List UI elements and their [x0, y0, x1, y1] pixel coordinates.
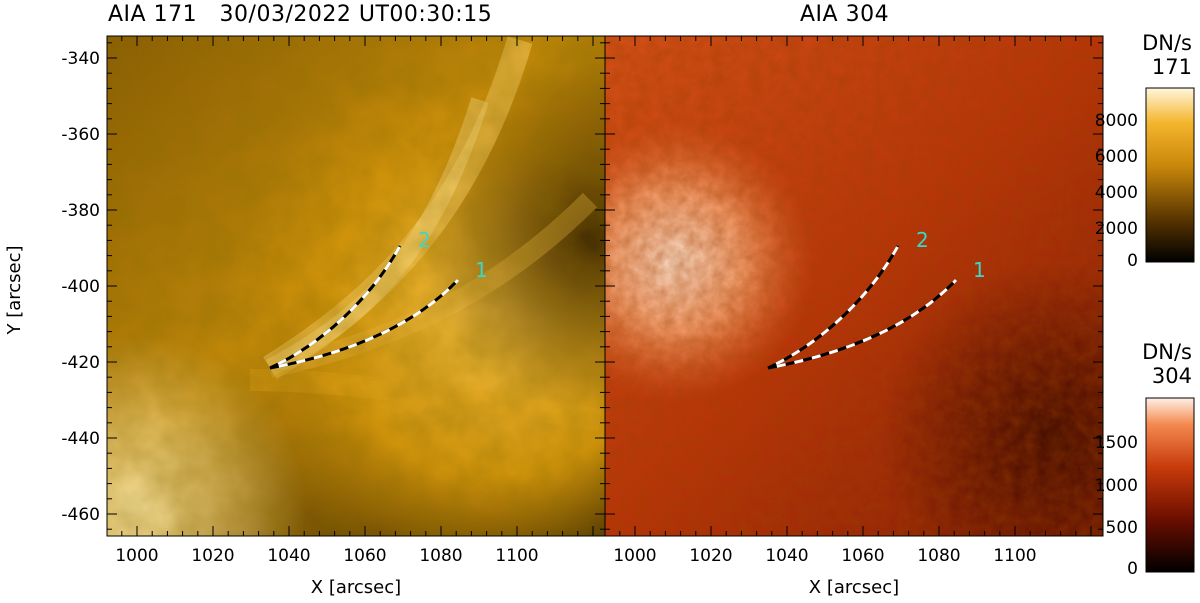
colorbar-304-tick: 500 [1106, 518, 1138, 538]
x-tick-label: 1020 [191, 546, 234, 566]
y-tick-label: -460 [61, 505, 100, 525]
colorbar-171-unit: DN/s [1142, 31, 1192, 55]
y-tick-label: -360 [61, 125, 100, 145]
x-tick-label: 1100 [993, 546, 1036, 566]
x-tick-label: 1040 [765, 546, 808, 566]
colorbar-304: DN/s 304 1500 1000 500 0 [1095, 340, 1195, 579]
colorbar-171-scale [1145, 87, 1195, 263]
x-tick-label: 1040 [267, 546, 310, 566]
y-tick-label: -400 [61, 277, 100, 297]
aia304-image [605, 36, 1103, 536]
colorbar-171-tick: 8000 [1095, 111, 1138, 131]
aia171-image [107, 36, 605, 536]
colorbar-304-tick: 1500 [1095, 433, 1138, 453]
aia171-x-axis-title: X [arcsec] [311, 577, 401, 598]
y-axis-title: Y [arcsec] [4, 245, 25, 335]
colorbar-304-channel: 304 [1152, 364, 1192, 388]
y-tick-label: -440 [61, 429, 100, 449]
colorbar-171: DN/s 171 8000 6000 4000 2000 0 [1095, 31, 1195, 271]
aia304-x-tick-labels: 1000 1020 1040 1060 1080 1100 [613, 546, 1036, 566]
x-tick-label: 1060 [841, 546, 884, 566]
colorbar-304-tick: 1000 [1095, 476, 1138, 496]
colorbar-304-scale [1145, 397, 1195, 573]
aia304-loop-traces [767, 245, 958, 370]
aia304-loop-label-2: 2 [916, 228, 929, 252]
colorbar-171-tick: 2000 [1095, 219, 1138, 239]
aia304-loop-label-1: 1 [973, 258, 986, 282]
axis-ticks [107, 36, 1103, 536]
x-tick-label: 1020 [689, 546, 732, 566]
colorbar-304-unit: DN/s [1142, 340, 1192, 364]
aia171-loop-label-1: 1 [475, 258, 488, 282]
panel-title-aia171: AIA 171 30/03/2022 UT00:30:15 [108, 2, 493, 27]
aia304-x-axis-title: X [arcsec] [809, 577, 899, 598]
aia171-loop-label-2: 2 [418, 228, 431, 252]
x-tick-label: 1100 [495, 546, 538, 566]
aia171-loop-traces [269, 245, 460, 370]
y-tick-labels: -340 -360 -380 -400 -420 -440 -460 [61, 49, 100, 525]
colorbar-171-tick: 4000 [1095, 183, 1138, 203]
colorbar-171-tick: 6000 [1095, 147, 1138, 167]
y-tick-label: -340 [61, 49, 100, 69]
colorbar-171-tick: 0 [1127, 251, 1138, 271]
x-tick-label: 1060 [343, 546, 386, 566]
aia171-x-tick-labels: 1000 1020 1040 1060 1080 1100 [115, 546, 538, 566]
y-tick-label: -420 [61, 353, 100, 373]
panel-title-aia304: AIA 304 [800, 2, 890, 27]
y-tick-label: -380 [61, 201, 100, 221]
x-tick-label: 1080 [917, 546, 960, 566]
x-tick-label: 1000 [115, 546, 158, 566]
x-tick-label: 1000 [613, 546, 656, 566]
colorbar-171-channel: 171 [1152, 55, 1192, 79]
colorbar-304-tick: 0 [1127, 559, 1138, 579]
x-tick-label: 1080 [419, 546, 462, 566]
